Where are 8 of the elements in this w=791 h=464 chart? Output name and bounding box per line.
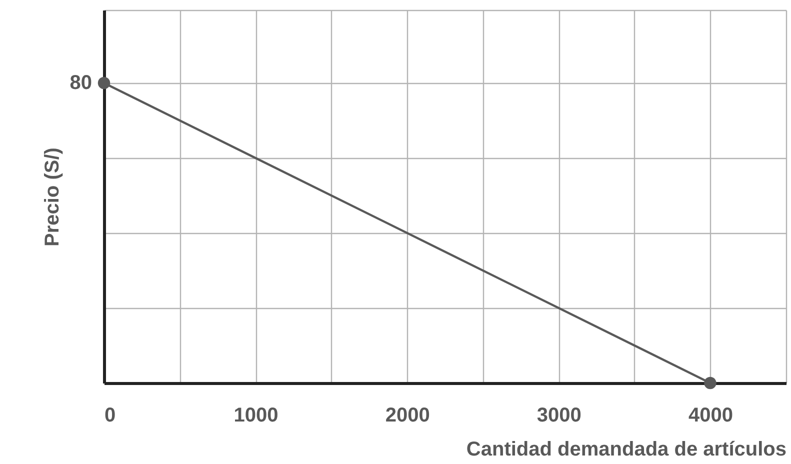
y-axis-title: Precio (S/) — [42, 148, 64, 246]
text: 80 — [70, 72, 92, 94]
x-tick-label: 4000 — [688, 404, 733, 426]
x-tick-label: 2000 — [385, 404, 430, 426]
x-tick-label: 0 — [104, 404, 116, 426]
x-tick-label: 1000 — [234, 404, 278, 426]
x-tick-label: 3000 — [536, 404, 582, 426]
x-axis-title: Cantidad demandada de artículos — [466, 438, 786, 460]
